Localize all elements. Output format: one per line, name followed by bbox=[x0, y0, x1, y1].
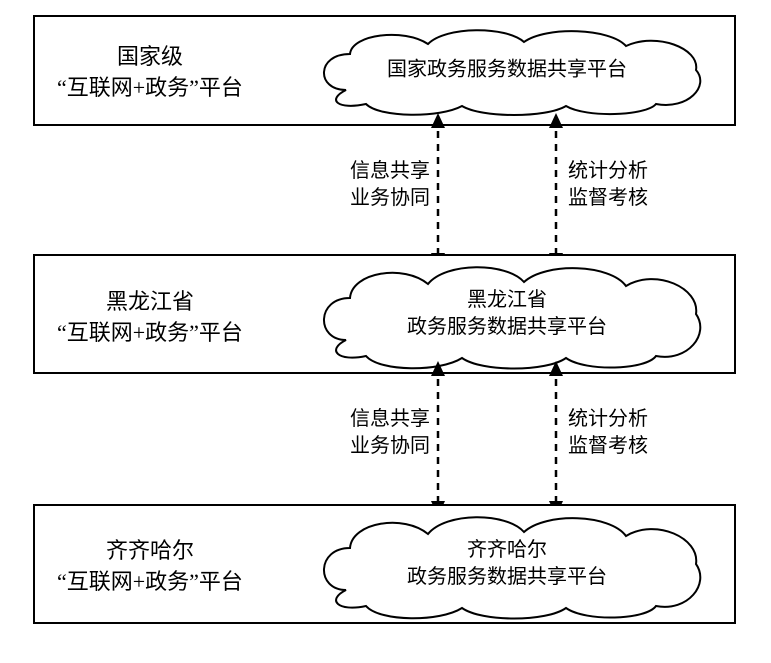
conn-label-line: 监督考核 bbox=[568, 435, 648, 457]
cloud-text-national: 国家政务服务数据共享平台 bbox=[387, 57, 627, 84]
label-line: “互联网+政务”平台 bbox=[57, 320, 243, 345]
cloud-city: 齐齐哈尔 政务服务数据共享平台 bbox=[310, 508, 704, 620]
label-line: 国家级 bbox=[117, 44, 183, 69]
conn-label-line: 统计分析 bbox=[568, 408, 648, 430]
cloud-province: 黑龙江省 政务服务数据共享平台 bbox=[310, 258, 704, 370]
connector-bottom-right-label: 统计分析 监督考核 bbox=[568, 406, 648, 460]
cloud-line: 政务服务数据共享平台 bbox=[407, 566, 607, 588]
cloud-text-city: 齐齐哈尔 政务服务数据共享平台 bbox=[407, 537, 607, 591]
level-label-city: 齐齐哈尔 “互联网+政务”平台 bbox=[57, 536, 243, 598]
conn-label-line: 业务协同 bbox=[350, 187, 430, 209]
conn-label-line: 业务协同 bbox=[350, 435, 430, 457]
level-label-province: 黑龙江省 “互联网+政务”平台 bbox=[57, 287, 243, 349]
label-line: “互联网+政务”平台 bbox=[57, 75, 243, 100]
label-line: “互联网+政务”平台 bbox=[57, 569, 243, 594]
cloud-line: 黑龙江省 bbox=[467, 289, 547, 311]
cloud-line: 国家政务服务数据共享平台 bbox=[387, 59, 627, 81]
level-label-national: 国家级 “互联网+政务”平台 bbox=[57, 42, 243, 104]
connector-top-right-label: 统计分析 监督考核 bbox=[568, 158, 648, 212]
connector-bottom-left-label: 信息共享 业务协同 bbox=[350, 406, 430, 460]
conn-label-line: 信息共享 bbox=[350, 160, 430, 182]
label-line: 黑龙江省 bbox=[106, 289, 194, 314]
conn-label-line: 统计分析 bbox=[568, 160, 648, 182]
cloud-text-province: 黑龙江省 政务服务数据共享平台 bbox=[407, 287, 607, 341]
connector-top-left-label: 信息共享 业务协同 bbox=[350, 158, 430, 212]
conn-label-line: 信息共享 bbox=[350, 408, 430, 430]
cloud-line: 齐齐哈尔 bbox=[467, 539, 547, 561]
cloud-national: 国家政务服务数据共享平台 bbox=[310, 24, 704, 116]
label-line: 齐齐哈尔 bbox=[106, 538, 194, 563]
cloud-line: 政务服务数据共享平台 bbox=[407, 316, 607, 338]
conn-label-line: 监督考核 bbox=[568, 187, 648, 209]
